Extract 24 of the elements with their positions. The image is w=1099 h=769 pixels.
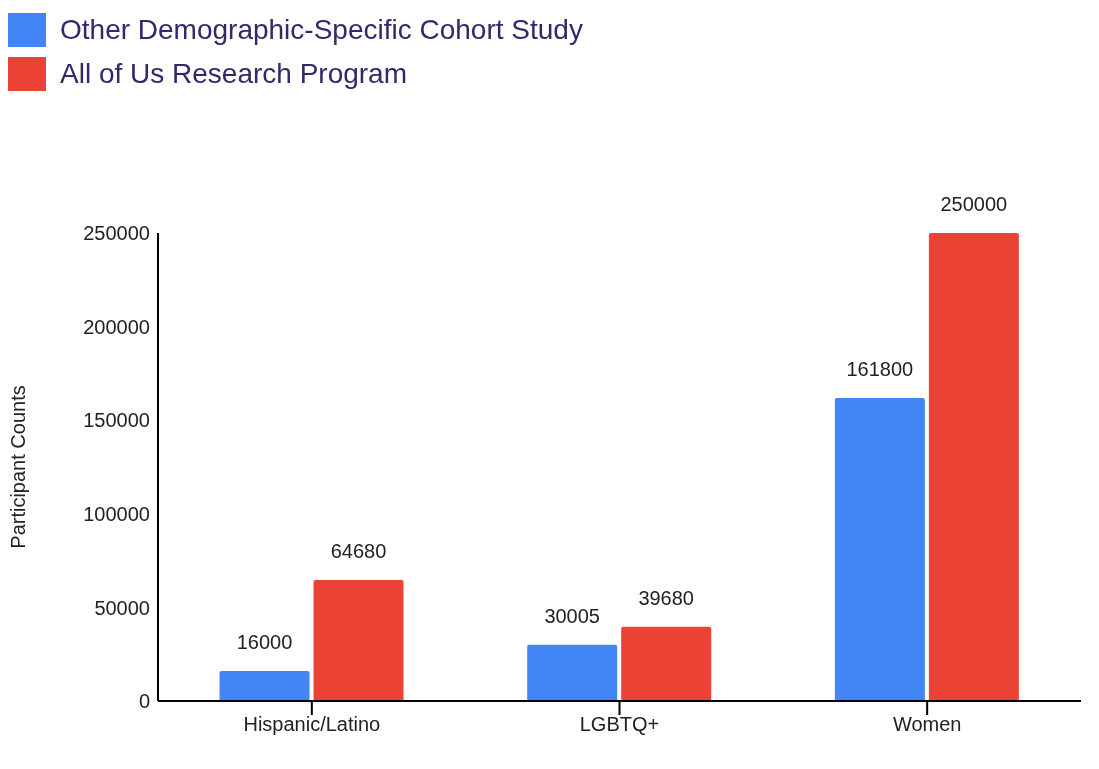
y-tick-label: 100000 — [83, 502, 150, 525]
bar — [527, 644, 618, 701]
data-label: 39680 — [638, 586, 695, 609]
data-label: 161800 — [846, 358, 914, 381]
bar — [621, 626, 712, 701]
bar — [834, 398, 925, 701]
bar — [219, 671, 310, 701]
data-label: 30005 — [544, 604, 601, 627]
x-tick-label: Women — [892, 713, 962, 736]
bar — [928, 233, 1019, 701]
y-axis-title: Participant Counts — [7, 385, 30, 549]
legend-label: All of Us Research Program — [60, 58, 408, 90]
data-label: 250000 — [940, 193, 1008, 215]
x-tick-label: Hispanic/Latino — [243, 713, 381, 736]
data-label: 64680 — [330, 539, 387, 562]
legend-label: Other Demographic-Specific Cohort Study — [60, 14, 583, 46]
bar — [313, 579, 404, 701]
y-tick-label: 0 — [138, 690, 150, 713]
x-tick-label: LGBTQ+ — [579, 713, 660, 736]
data-label: 16000 — [236, 631, 293, 654]
y-tick-label: 250000 — [83, 222, 150, 245]
y-tick-label: 200000 — [83, 315, 150, 338]
y-tick-label: 150000 — [83, 409, 150, 432]
y-tick-label: 50000 — [94, 596, 150, 619]
